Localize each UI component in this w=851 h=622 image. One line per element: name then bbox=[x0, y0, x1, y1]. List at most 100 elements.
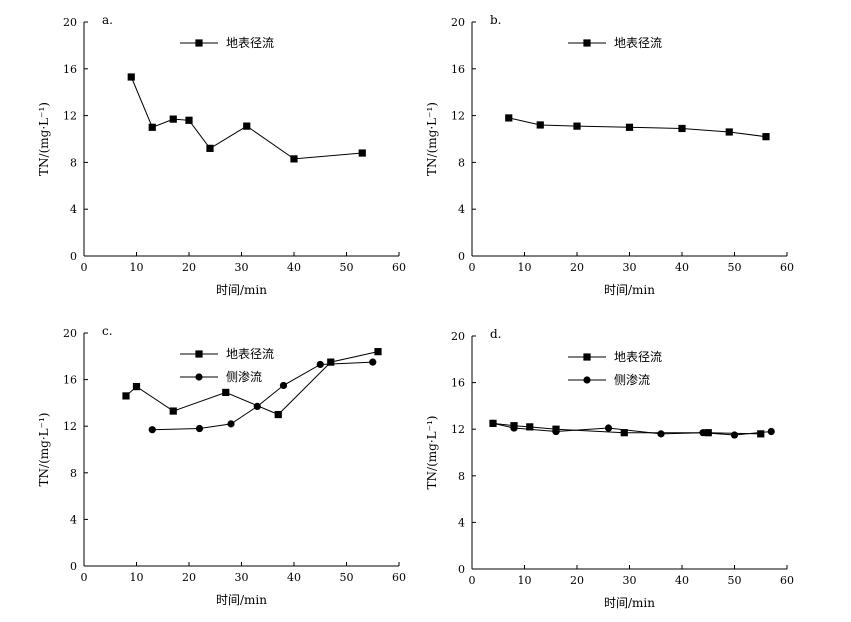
data-point bbox=[678, 124, 686, 133]
series-line bbox=[492, 422, 772, 436]
data-point bbox=[625, 123, 634, 131]
x-tick-label: 20 bbox=[182, 571, 196, 584]
x-tick-label: 0 bbox=[469, 574, 476, 587]
x-tick-label: 50 bbox=[728, 261, 742, 274]
series-square bbox=[127, 73, 366, 163]
y-tick-label: 0 bbox=[70, 560, 77, 573]
data-point bbox=[274, 410, 282, 419]
x-tick-label: 60 bbox=[780, 574, 794, 587]
y-axis-label: TN/(mg·L⁻¹) bbox=[37, 413, 51, 487]
data-point bbox=[243, 122, 251, 130]
y-tick-label: 4 bbox=[70, 513, 77, 526]
panel-label: b. bbox=[490, 13, 502, 27]
x-tick-label: 50 bbox=[340, 571, 354, 584]
chart-panel-3: 0 4 8 12 16 20 0 10 20 30 40 50 60 时间/min TN/(mg·L⁻¹) c… bbox=[37, 324, 406, 607]
data-point bbox=[374, 348, 382, 356]
legend-label: 地表径流 bbox=[614, 350, 662, 364]
y-tick-label: 12 bbox=[451, 110, 465, 123]
y-tick-label: 20 bbox=[63, 327, 77, 340]
data-point bbox=[505, 114, 513, 122]
panel-label: d. bbox=[490, 327, 502, 341]
y-tick-label: 20 bbox=[451, 330, 465, 343]
data-point bbox=[279, 381, 288, 390]
x-tick-label: 30 bbox=[235, 571, 249, 584]
data-point bbox=[169, 115, 177, 123]
legend-marker bbox=[195, 350, 203, 358]
data-point bbox=[657, 430, 665, 438]
data-point bbox=[526, 423, 534, 431]
data-point bbox=[730, 431, 739, 439]
legend-marker bbox=[583, 376, 591, 384]
x-tick-label: 10 bbox=[130, 261, 144, 274]
y-tick-label: 8 bbox=[70, 156, 77, 169]
data-point bbox=[358, 149, 366, 157]
y-tick-label: 16 bbox=[451, 377, 465, 390]
x-axis-label: 时间/min bbox=[216, 283, 267, 297]
data-point bbox=[227, 420, 235, 428]
x-tick-label: 10 bbox=[518, 261, 532, 274]
data-point bbox=[206, 144, 214, 152]
x-tick-label: 10 bbox=[518, 574, 532, 587]
x-tick-label: 40 bbox=[287, 261, 301, 274]
y-tick-label: 8 bbox=[458, 470, 465, 483]
x-tick-label: 0 bbox=[469, 261, 476, 274]
data-point bbox=[510, 424, 518, 432]
x-tick-label: 20 bbox=[182, 261, 196, 274]
data-point bbox=[573, 122, 581, 130]
y-tick-label: 16 bbox=[63, 63, 77, 76]
data-point bbox=[253, 402, 261, 410]
data-point bbox=[185, 116, 193, 124]
legend-item: 地表径流 bbox=[180, 347, 274, 361]
x-tick-label: 50 bbox=[728, 574, 742, 587]
data-point bbox=[369, 358, 377, 366]
chart-panel-2: 0 4 8 12 16 20 0 10 20 30 40 50 60 时间/min TN/(mg·L⁻¹) b… bbox=[425, 13, 794, 297]
x-axis-label: 时间/min bbox=[216, 593, 267, 607]
data-point bbox=[169, 407, 177, 415]
legend-marker bbox=[195, 39, 203, 47]
x-tick-label: 40 bbox=[675, 574, 689, 587]
y-tick-label: 4 bbox=[70, 203, 77, 216]
x-tick-label: 30 bbox=[235, 261, 249, 274]
x-tick-label: 40 bbox=[675, 261, 689, 274]
legend-marker bbox=[583, 353, 591, 361]
y-tick-label: 12 bbox=[451, 423, 465, 436]
data-point bbox=[604, 424, 613, 432]
data-point bbox=[132, 382, 141, 391]
legend-label: 侧渗流 bbox=[614, 372, 650, 387]
data-point bbox=[148, 123, 156, 131]
y-axis-label: TN/(mg·L⁻¹) bbox=[425, 102, 439, 176]
series-line bbox=[130, 76, 363, 160]
legend-label: 侧渗流 bbox=[226, 369, 262, 384]
data-point bbox=[316, 360, 324, 369]
legend-marker bbox=[583, 39, 591, 47]
panel-label: a. bbox=[102, 13, 113, 27]
y-tick-label: 4 bbox=[458, 516, 465, 529]
data-point bbox=[536, 121, 544, 129]
data-point bbox=[290, 155, 298, 163]
x-tick-label: 10 bbox=[130, 571, 144, 584]
y-tick-label: 20 bbox=[451, 16, 465, 29]
data-point bbox=[725, 128, 733, 136]
legend-label: 地表径流 bbox=[226, 347, 274, 361]
panel-label: c. bbox=[102, 324, 113, 338]
chart-panel-4: 0 4 8 12 16 20 0 10 20 30 40 50 60 时间/min TN/(mg·L⁻¹) d… bbox=[425, 327, 794, 610]
x-tick-label: 60 bbox=[392, 571, 406, 584]
y-tick-label: 12 bbox=[63, 110, 77, 123]
y-tick-label: 8 bbox=[458, 156, 465, 169]
x-tick-label: 0 bbox=[81, 571, 88, 584]
legend-item: 地表径流 bbox=[180, 36, 274, 50]
chart-panel-1: 0 4 8 12 16 20 0 10 20 30 40 50 60 时间/min TN/(mg·L⁻¹) a… bbox=[37, 13, 406, 297]
x-tick-label: 30 bbox=[623, 261, 637, 274]
data-point bbox=[195, 424, 204, 433]
x-axis-label: 时间/min bbox=[604, 283, 655, 297]
data-point bbox=[762, 133, 770, 141]
y-tick-label: 16 bbox=[63, 374, 77, 387]
x-tick-label: 60 bbox=[392, 261, 406, 274]
y-tick-label: 16 bbox=[451, 63, 465, 76]
x-tick-label: 20 bbox=[570, 574, 584, 587]
legend-item: 侧渗流 bbox=[568, 372, 650, 387]
legend-label: 地表径流 bbox=[614, 36, 662, 50]
data-point bbox=[148, 426, 156, 434]
